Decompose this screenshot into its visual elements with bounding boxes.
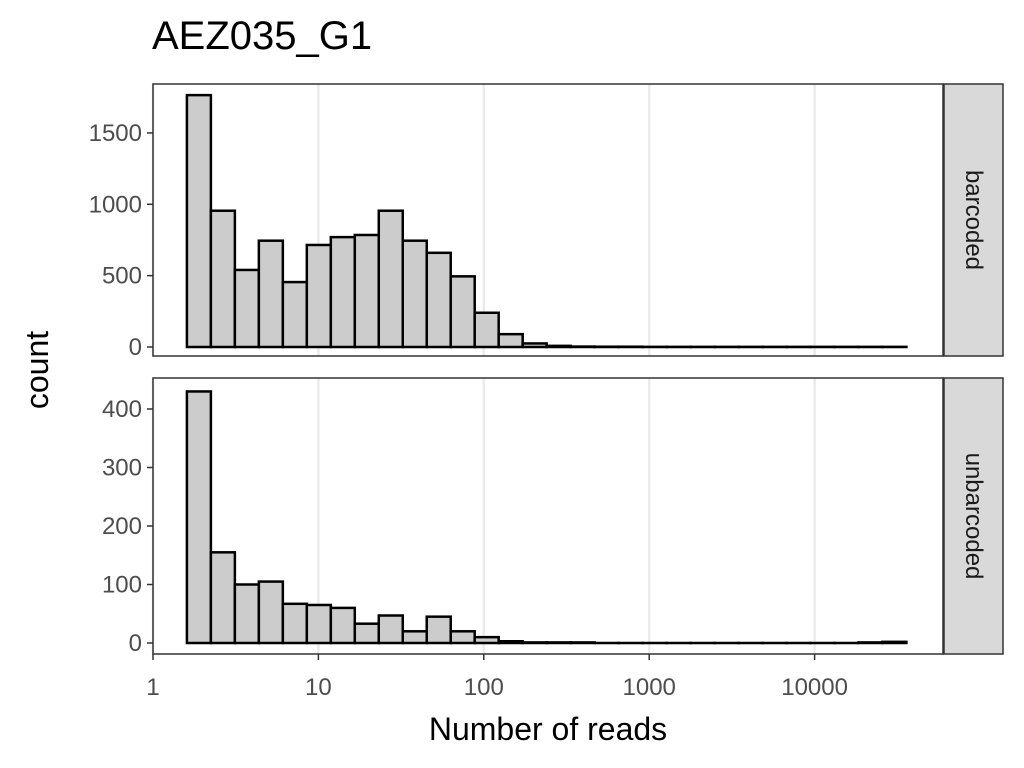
histogram-bar bbox=[425, 251, 452, 349]
histogram-bar bbox=[233, 268, 261, 349]
histogram-bar bbox=[185, 390, 213, 645]
histogram-bar bbox=[425, 615, 452, 645]
y-tick-label: 500 bbox=[102, 263, 142, 290]
x-tick-label: 10000 bbox=[781, 674, 848, 701]
chart-title: AEZ035_G1 bbox=[152, 14, 373, 58]
histogram-bar bbox=[401, 239, 428, 349]
histogram-bar bbox=[353, 622, 381, 645]
histogram-bar bbox=[545, 641, 572, 645]
histogram-bar bbox=[497, 332, 524, 349]
x-tick-label: 10 bbox=[305, 674, 332, 701]
x-tick-label: 100 bbox=[464, 674, 504, 701]
histogram-bar bbox=[329, 235, 357, 349]
histogram-bar bbox=[233, 583, 261, 645]
panel-border bbox=[152, 83, 944, 357]
facet-strip-label: barcoded bbox=[960, 170, 987, 270]
histogram-bar bbox=[305, 603, 333, 645]
histogram-bar bbox=[257, 239, 285, 349]
histogram-bar bbox=[521, 641, 548, 645]
histogram-bar bbox=[401, 630, 428, 645]
histogram-bar bbox=[209, 209, 237, 349]
facet-panel-unbarcoded: 0 100 200 300 400 unbarcoded bbox=[102, 377, 1004, 657]
x-tick-label: 1000 bbox=[623, 674, 676, 701]
facet-panel-barcoded: 0 500 1000 1500 barcoded bbox=[89, 83, 1004, 361]
y-tick-label: 400 bbox=[102, 396, 142, 423]
histogram-bar bbox=[857, 641, 884, 645]
facet-strip-label: unbarcoded bbox=[960, 453, 987, 580]
histogram-bar bbox=[209, 551, 237, 645]
histogram-bar bbox=[569, 641, 596, 645]
y-tick-label: 1500 bbox=[89, 120, 142, 147]
histogram-bar bbox=[353, 233, 381, 349]
histogram-bar bbox=[521, 342, 548, 349]
histogram-bar bbox=[281, 602, 309, 645]
histogram-bar bbox=[473, 635, 500, 645]
histogram-bar bbox=[377, 209, 405, 349]
histogram-bar bbox=[449, 630, 476, 645]
facet-strip bbox=[943, 83, 1004, 357]
x-axis-title: Number of reads bbox=[429, 711, 667, 747]
histogram-bar bbox=[185, 93, 213, 349]
histogram-bar bbox=[497, 639, 524, 645]
x-tick-label: 1 bbox=[146, 674, 159, 701]
y-tick-label: 0 bbox=[129, 630, 142, 657]
y-tick-label: 100 bbox=[102, 572, 142, 599]
histogram-bar bbox=[329, 606, 357, 645]
panel-border bbox=[152, 377, 944, 655]
histogram-bar bbox=[305, 243, 333, 349]
facet-strip bbox=[943, 377, 1004, 655]
y-tick-label: 0 bbox=[129, 334, 142, 361]
histogram-bar bbox=[281, 280, 309, 349]
histogram-bar bbox=[449, 275, 476, 349]
histogram-bar bbox=[545, 344, 572, 349]
y-tick-label: 300 bbox=[102, 455, 142, 482]
histogram-bar bbox=[377, 614, 405, 645]
y-axis-title: count bbox=[19, 331, 55, 409]
y-tick-label: 1000 bbox=[89, 191, 142, 218]
histogram-bar bbox=[257, 580, 285, 645]
y-tick-label: 200 bbox=[102, 513, 142, 540]
histogram-bar bbox=[881, 640, 908, 645]
histogram-bar bbox=[473, 311, 500, 349]
